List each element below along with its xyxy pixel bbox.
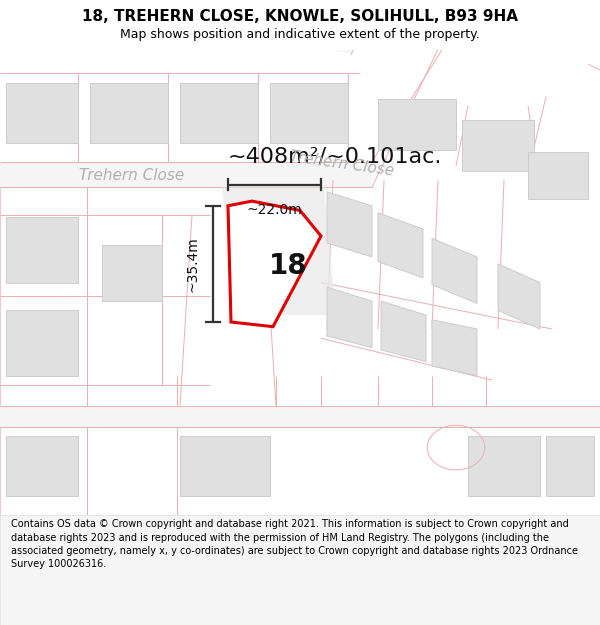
Polygon shape — [317, 0, 533, 54]
Text: Map shows position and indicative extent of the property.: Map shows position and indicative extent… — [120, 28, 480, 41]
Bar — [528, 152, 588, 199]
Bar — [102, 245, 162, 301]
Text: Trehern Close: Trehern Close — [289, 149, 395, 179]
Polygon shape — [498, 264, 540, 329]
Text: ~408m²/~0.101ac.: ~408m²/~0.101ac. — [228, 147, 442, 167]
Polygon shape — [378, 213, 423, 278]
Text: Contains OS data © Crown copyright and database right 2021. This information is : Contains OS data © Crown copyright and d… — [11, 519, 578, 569]
Polygon shape — [432, 238, 477, 303]
Polygon shape — [381, 301, 426, 361]
Text: 18: 18 — [269, 253, 307, 280]
Polygon shape — [222, 187, 336, 315]
Bar — [0, 406, 600, 427]
Bar — [180, 82, 258, 143]
Polygon shape — [432, 320, 477, 376]
Bar — [462, 120, 534, 171]
Polygon shape — [228, 201, 321, 327]
Bar — [90, 82, 168, 143]
Bar — [6, 311, 78, 376]
Bar — [378, 99, 456, 150]
Text: ~22.0m: ~22.0m — [247, 202, 302, 216]
Bar — [180, 436, 270, 496]
Text: 18, TREHERN CLOSE, KNOWLE, SOLIHULL, B93 9HA: 18, TREHERN CLOSE, KNOWLE, SOLIHULL, B93… — [82, 9, 518, 24]
Text: Trehern Close: Trehern Close — [79, 168, 185, 183]
Text: ~35.4m: ~35.4m — [186, 236, 200, 292]
Bar — [0, 162, 372, 187]
Bar — [468, 436, 540, 496]
Polygon shape — [327, 287, 372, 348]
Bar — [6, 436, 78, 496]
Bar — [546, 436, 594, 496]
Polygon shape — [327, 192, 372, 257]
Bar — [6, 217, 78, 282]
Bar — [270, 82, 348, 143]
Bar — [6, 82, 78, 143]
